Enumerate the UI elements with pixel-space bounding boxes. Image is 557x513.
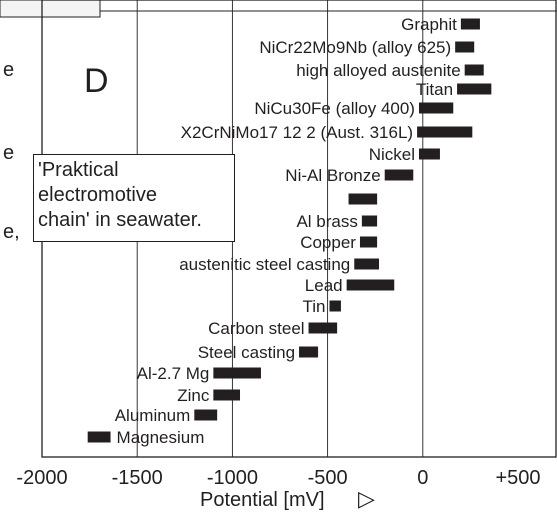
bar-label: X2CrNiMo17 12 2 (Aust. 316L) [181,123,413,142]
bar [329,300,341,312]
cropped-text-fragment: e, [3,221,20,243]
bar-label: high alloyed austenite [296,61,460,80]
bar-label: Zinc [177,386,210,405]
x-axis-title: Potential [mV] [200,489,325,511]
bar-labels: Graphit NiCr22Mo9Nb (alloy 625) high alloy… [115,15,461,447]
bar [194,409,218,421]
bar [213,389,241,401]
x-tick-label: 0 [417,467,428,489]
panel-label: D [84,62,109,100]
bar-label: NiCu30Fe (alloy 400) [254,99,415,118]
bar [346,279,395,291]
bar [457,83,492,95]
annotation-line: 'Praktical [38,159,119,181]
bar [213,367,261,379]
bar-label: Carbon steel [208,319,304,338]
bar [354,258,380,270]
bar [460,18,480,30]
bar-label: Tin [303,297,326,316]
cropped-text-fragment: e [3,59,15,81]
bar [359,236,378,248]
bar [418,148,440,160]
bar [87,431,111,443]
x-tick-label: -500 [308,467,348,489]
annotation-box: 'Praktical electromotive chain' in seawa… [33,154,235,242]
x-tick-label: -1500 [112,467,163,489]
bars [87,18,492,443]
bar [418,102,454,114]
bar [417,126,473,138]
bar-label: Titan [416,80,453,99]
x-tick-label: -1000 [207,467,258,489]
x-tick-labels: -2000 -1500 -1000 -500 0 +500 [16,467,540,489]
bar-label: Al brass [296,212,357,231]
bar-label: Lead [305,276,343,295]
cropped-box-top [0,0,101,18]
bar-label: Steel casting [198,343,295,362]
bar [384,169,414,181]
x-tick-label: +500 [495,467,540,489]
bar-label: NiCr22Mo9Nb (alloy 625) [259,38,451,57]
annotation-line: chain' in seawater. [38,209,202,231]
bar [348,193,378,205]
bar [361,215,378,227]
bar-label: Graphit [401,15,457,34]
cropped-text-fragment: e [3,142,15,164]
x-tick-label: -2000 [16,467,67,489]
x-axis-arrow-icon: ▷ [358,486,375,511]
bar [464,64,484,76]
bar-label: Aluminum [115,406,191,425]
annotation-line: electromotive [38,184,157,206]
bar [455,41,475,53]
bar [299,346,319,358]
bar-label: Al-2.7 Mg [137,364,210,383]
bar-label: austenitic steel casting [179,255,350,274]
bar-label: Copper [300,233,356,252]
bar-label: Ni-Al Bronze [285,166,380,185]
bar-label: Nickel [369,145,415,164]
bar-label: Magnesium [117,428,205,447]
bar [308,322,338,334]
